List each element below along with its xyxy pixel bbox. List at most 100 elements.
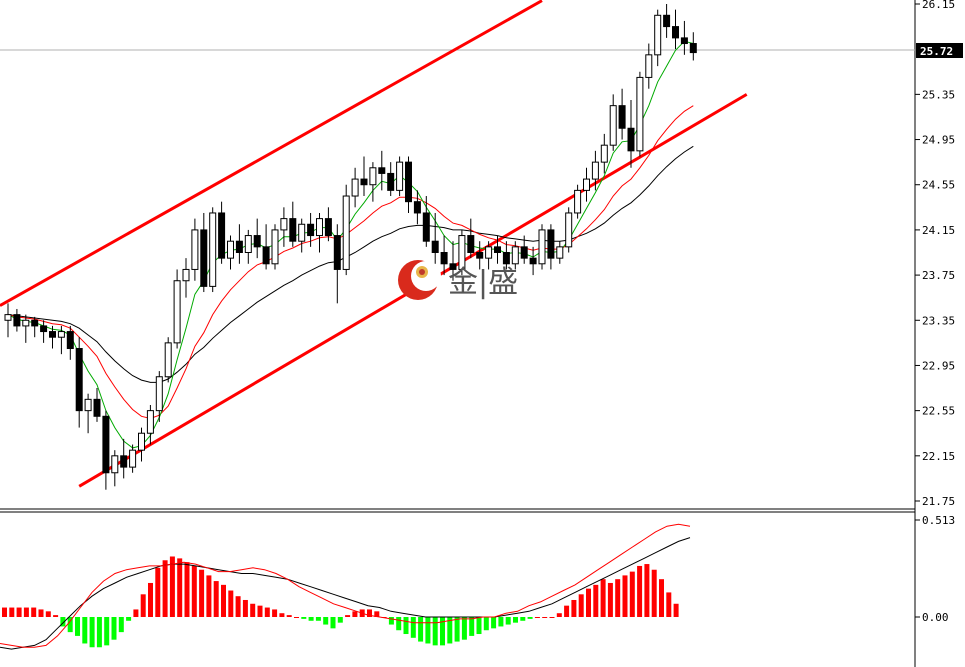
histogram-bar-positive (549, 617, 555, 618)
histogram-bar-positive (148, 582, 153, 617)
candle (680, 20, 688, 55)
histogram-bar-negative (388, 617, 394, 625)
candle-body-down (618, 105, 626, 129)
current-price-label: 25.72 (920, 45, 953, 58)
histogram-bar-positive (534, 617, 540, 618)
candle-body-up (591, 161, 599, 180)
candle-body-down (627, 127, 635, 152)
histogram-bar-positive (242, 599, 248, 617)
price-tick-label: 25.35 (922, 88, 955, 101)
histogram-bar-positive (542, 617, 548, 618)
candle (663, 4, 671, 38)
histogram-bar-positive (235, 596, 241, 617)
price-tick-label: 23.35 (922, 314, 955, 327)
candle (31, 316, 39, 338)
channel-upper-line (0, 0, 543, 307)
histogram-bar-positive (622, 575, 628, 617)
ma-mid-line (7, 105, 694, 420)
candle-body-down (262, 246, 270, 265)
candle (182, 258, 190, 298)
candle-body-down (431, 240, 439, 253)
histogram-bar-negative (111, 617, 117, 640)
histogram-bar-positive (16, 607, 22, 617)
histogram-bar-positive (586, 588, 591, 617)
histogram-bar-negative (432, 617, 438, 646)
candle-body-down (529, 257, 537, 265)
candle (138, 427, 145, 462)
ma-slow-line (7, 145, 694, 383)
candle (57, 325, 65, 355)
histogram-bar-positive (250, 603, 256, 617)
histogram-bar-negative (527, 617, 533, 619)
ma-fast-line (7, 40, 694, 449)
candle (511, 241, 519, 270)
histogram-bar-positive (666, 592, 672, 617)
candle-body-up (227, 240, 234, 259)
candle (618, 88, 626, 140)
histogram-bar-positive (45, 611, 51, 617)
histogram-bar-negative (505, 617, 511, 625)
candle (627, 100, 635, 168)
candle-body-up (458, 235, 466, 270)
histogram-bar-positive (659, 579, 664, 617)
histogram-bar-positive (257, 605, 263, 617)
candle (289, 201, 297, 247)
candle (49, 325, 56, 349)
histogram-bar-negative (410, 617, 416, 638)
histogram-bar-negative (513, 617, 518, 623)
histogram-bar-positive (651, 569, 657, 617)
price-tick-label: 24.95 (922, 134, 955, 147)
candle (93, 388, 101, 422)
candle-body-up (146, 410, 154, 434)
histogram-bar-positive (2, 607, 7, 617)
histogram-bar-positive (607, 582, 613, 617)
histogram-bar-positive (629, 571, 635, 617)
candle (324, 207, 332, 242)
candle-body-up (636, 76, 644, 152)
candle-body-up (565, 212, 573, 248)
candle-body-up (351, 178, 359, 197)
candle-body-down (102, 415, 110, 474)
histogram-bar-negative (301, 617, 307, 619)
candle (369, 162, 377, 202)
candle-body-up (244, 235, 252, 254)
histogram-bar-positive (133, 609, 139, 617)
candle (396, 156, 404, 197)
candle-body-up (574, 189, 582, 214)
candle (431, 212, 439, 264)
candle-body-up (155, 376, 163, 412)
histogram-bar-positive (31, 607, 37, 617)
candle-body-down (387, 172, 395, 191)
histogram-bar-positive (155, 567, 161, 617)
candle-body-down (75, 348, 83, 412)
candle-body-down (360, 178, 368, 186)
candle-body-down (235, 240, 243, 253)
indicator-tick-label: 0.513 (922, 514, 955, 527)
histogram-bar-positive (162, 560, 168, 617)
histogram-bar-positive (169, 556, 175, 617)
indicator-histogram (2, 556, 679, 648)
histogram-bar-negative (75, 617, 80, 636)
candle (440, 235, 448, 276)
candle-body-down (494, 246, 501, 254)
histogram-bar-positive (9, 607, 15, 617)
candle (75, 337, 83, 428)
price-tick-label: 26.15 (922, 0, 955, 11)
candle-body-up (583, 178, 590, 191)
histogram-bar-positive (184, 562, 190, 617)
candle-body-down (324, 218, 332, 237)
price-tick-label: 24.55 (922, 179, 955, 192)
histogram-bar-negative (330, 617, 336, 629)
candle (538, 224, 546, 270)
histogram-bar-positive (206, 575, 212, 617)
histogram-bar-negative (308, 617, 314, 621)
candle (209, 207, 217, 293)
trend-channel (0, 0, 748, 488)
candle-body-up (600, 144, 608, 163)
histogram-bar-positive (564, 605, 570, 617)
candle-body-down (520, 246, 528, 259)
histogram-bar-negative (89, 617, 95, 648)
candle (235, 224, 243, 264)
